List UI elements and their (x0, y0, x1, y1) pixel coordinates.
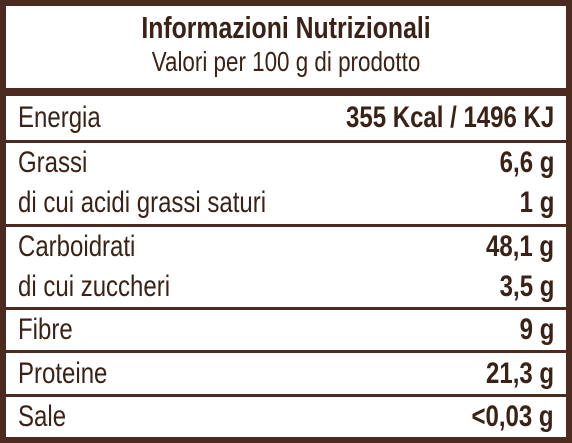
row: di cui zuccheri 3,5 g (6, 267, 566, 307)
row: Proteine 21,3 g (6, 354, 566, 394)
nutrient-name: Grassi (18, 146, 88, 180)
nutrient-name: Fibre (18, 313, 73, 347)
nutrient-name: di cui zuccheri (18, 270, 171, 304)
row-group: Grassi 6,6 g di cui acidi grassi saturi 1 g (6, 143, 566, 228)
nutrient-name: di cui acidi grassi saturi (18, 186, 267, 220)
nutrient-value: 355 Kcal / 1496 KJ (345, 100, 554, 134)
row: Carboidrati 48,1 g (6, 227, 566, 267)
nutrient-value: 1 g (519, 186, 554, 220)
row-group: Proteine 21,3 g (6, 353, 566, 397)
row: Fibre 9 g (6, 310, 566, 350)
nutrient-value: 6,6 g (499, 146, 554, 180)
row-group: Sale <0,03 g (6, 397, 566, 437)
nutrient-name: Energia (18, 100, 101, 134)
nutrient-value: 48,1 g (485, 230, 554, 264)
row: di cui acidi grassi saturi 1 g (6, 183, 566, 223)
row: Sale <0,03 g (6, 397, 566, 437)
row: Energia 355 Kcal / 1496 KJ (6, 98, 566, 138)
row-group: Energia 355 Kcal / 1496 KJ (6, 96, 566, 143)
subtitle: Valori per 100 g di prodotto (151, 46, 421, 77)
nutrient-value: 3,5 g (499, 270, 554, 304)
row-group: Carboidrati 48,1 g di cui zuccheri 3,5 g (6, 227, 566, 311)
header: Informazioni Nutrizionali Valori per 100… (6, 6, 566, 96)
nutrient-value: 9 g (519, 313, 554, 347)
nutrient-name: Carboidrati (18, 230, 136, 264)
row-group: Fibre 9 g (6, 310, 566, 354)
row: Grassi 6,6 g (6, 143, 566, 183)
nutrient-value: 21,3 g (485, 356, 554, 390)
nutrient-name: Sale (18, 400, 67, 433)
title: Informazioni Nutrizionali (141, 10, 431, 45)
nutrient-value: <0,03 g (471, 400, 554, 433)
nutrient-name: Proteine (18, 356, 108, 390)
